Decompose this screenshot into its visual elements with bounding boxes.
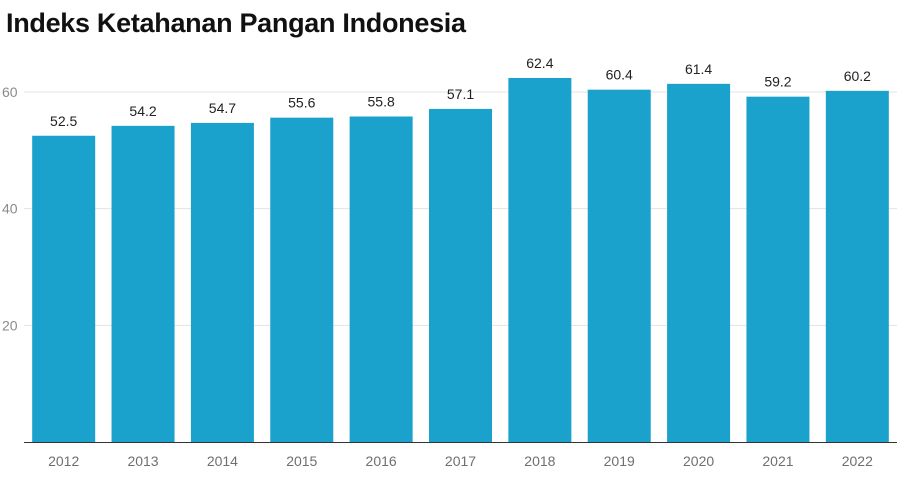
x-axis-labels: 2012 2013 2014 2015 2016 2017 2018 2019 2020 2021… [48,453,873,469]
bar-2015 [270,117,334,443]
x-tick-label: 2021 [762,453,793,469]
data-label-2015: 55.6 [288,95,315,111]
data-label-2018: 62.4 [526,55,553,71]
data-label-2020: 61.4 [685,61,712,77]
y-tick-label: 40 [2,201,18,217]
bar-2022 [825,90,889,442]
x-tick-label: 2018 [524,453,555,469]
x-tick-label: 2012 [48,453,79,469]
x-tick-label: 2020 [683,453,714,469]
bar-2018 [508,78,572,442]
data-label-2012: 52.5 [50,113,77,129]
bar-2021 [746,96,810,443]
y-tick-label: 20 [2,317,18,333]
bar-2016 [349,116,413,442]
data-label-2016: 55.8 [368,94,395,110]
bar-2012 [32,135,96,442]
x-tick-label: 2016 [366,453,397,469]
y-tick-label: 60 [2,84,18,100]
y-axis-ticks: 20 40 60 [2,84,18,333]
bar-2019 [587,89,651,443]
data-label-2014: 54.7 [209,100,236,116]
x-tick-label: 2022 [842,453,873,469]
bar-2020 [667,83,731,442]
bar-2017 [429,108,492,443]
data-label-2019: 60.4 [606,67,633,83]
bar-2013 [111,125,175,442]
data-label-2022: 60.2 [844,68,871,84]
x-tick-label: 2019 [604,453,635,469]
data-labels: 52.5 54.2 54.7 55.6 55.8 57.1 62.4 60.4 61.4 59.2… [50,55,871,129]
data-label-2021: 59.2 [764,74,791,90]
x-tick-label: 2017 [445,453,476,469]
chart-title: Indeks Ketahanan Pangan Indonesia [6,8,466,38]
x-tick-label: 2014 [207,453,238,469]
bars [32,78,889,443]
bar-2014 [190,122,254,443]
x-tick-label: 2015 [286,453,317,469]
x-tick-label: 2013 [127,453,158,469]
data-label-2017: 57.1 [447,86,474,102]
data-label-2013: 54.2 [129,103,156,119]
